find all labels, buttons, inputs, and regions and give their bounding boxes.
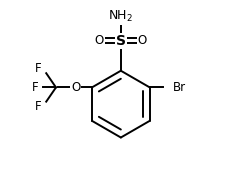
Text: NH$_2$: NH$_2$ xyxy=(108,9,133,24)
Text: O: O xyxy=(137,34,146,47)
Text: S: S xyxy=(115,34,125,48)
Text: F: F xyxy=(35,62,42,75)
Text: O: O xyxy=(94,34,104,47)
Text: Br: Br xyxy=(172,81,185,94)
Text: F: F xyxy=(35,100,42,113)
Text: O: O xyxy=(71,81,80,94)
Text: F: F xyxy=(32,81,38,94)
